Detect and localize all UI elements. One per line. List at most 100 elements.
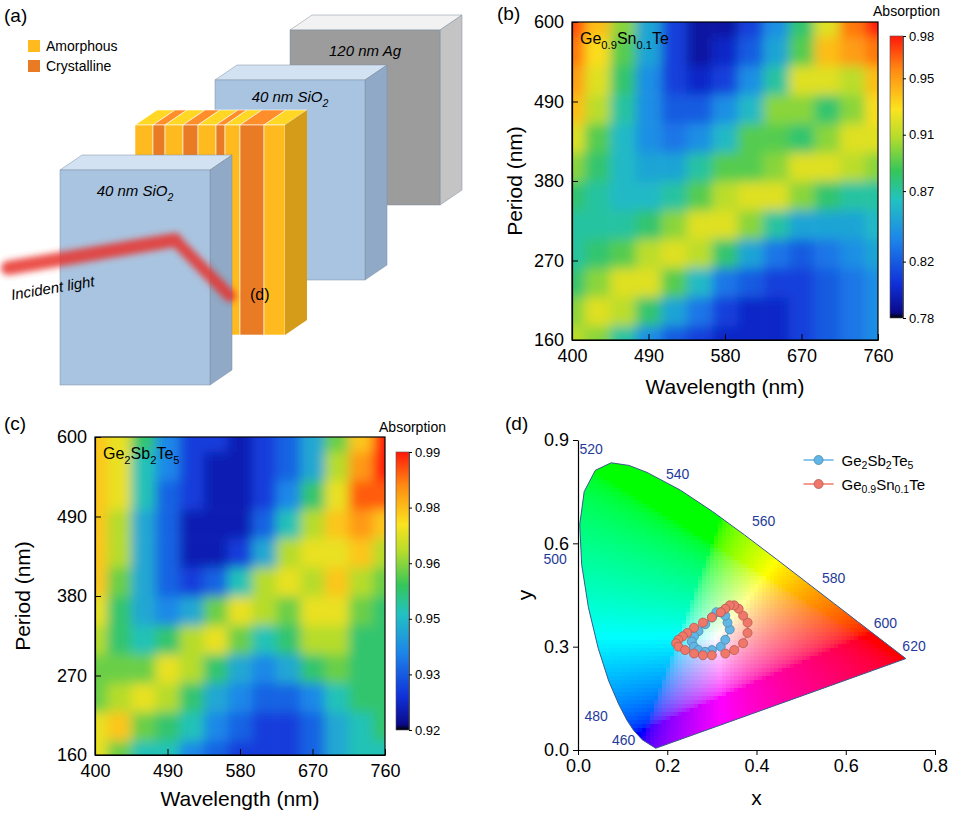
gamut-cell: [666, 532, 671, 537]
gamut-cell: [618, 552, 623, 557]
gamut-cell: [678, 516, 683, 521]
gamut-cell: [622, 500, 627, 505]
gamut-cell: [602, 552, 607, 557]
gamut-cell: [654, 720, 659, 725]
gamut-cell: [642, 580, 647, 585]
gamut-cell: [646, 652, 651, 657]
gamut-cell: [638, 624, 643, 629]
text-part: 0.9: [601, 39, 617, 51]
grating-stripe: [264, 125, 285, 335]
gamut-cell: [602, 612, 607, 617]
gamut-cell: [670, 608, 675, 613]
gamut-cell: [678, 672, 683, 677]
gamut-cell: [602, 592, 607, 597]
legend-label: Amorphous: [46, 38, 118, 54]
gamut-cell: [642, 612, 647, 617]
gamut-cell: [634, 520, 639, 525]
gamut-cell: [606, 532, 611, 537]
gamut-cell: [638, 692, 643, 697]
gamut-cell: [678, 524, 683, 529]
gamut-cell: [662, 656, 667, 661]
cell: [204, 654, 229, 684]
gamut-cell: [646, 492, 651, 497]
layer-label: 120 nm Ag: [329, 42, 402, 59]
gamut-cell: [610, 500, 615, 505]
heatmap-panel: 400490580670760160270380490600Wavelength…: [4, 413, 446, 810]
gamut-cell: [650, 728, 655, 733]
cell: [155, 596, 180, 626]
cells: [95, 437, 385, 755]
gamut-cell: [678, 552, 683, 557]
gamut-cell: [614, 632, 619, 637]
gamut-cell: [658, 484, 663, 489]
gamut-cell: [666, 496, 671, 501]
gamut-cell: [614, 464, 619, 469]
gamut-cell: [654, 588, 659, 593]
gamut-cell: [622, 608, 627, 613]
annotation: (d): [250, 286, 270, 303]
cell: [204, 683, 229, 713]
gamut-cell: [638, 568, 643, 573]
gamut-cell: [606, 472, 611, 477]
gamut-cell: [618, 496, 623, 501]
cell: [300, 538, 325, 568]
cell: [610, 152, 636, 182]
gamut-cell: [630, 652, 635, 657]
gamut-cell: [586, 588, 591, 593]
gamut-cell: [614, 608, 619, 613]
panel-letter: (c): [4, 413, 26, 434]
gamut-cell: [630, 588, 635, 593]
beam-label: Incident light: [10, 272, 97, 303]
gamut-cell: [662, 652, 667, 657]
cell: [373, 596, 385, 626]
gamut-cell: [666, 704, 671, 709]
gamut-cell: [590, 496, 595, 501]
gamut-cell: [630, 516, 635, 521]
gamut-cell: [650, 680, 655, 685]
gamut-cell: [670, 592, 675, 597]
cell: [300, 437, 325, 452]
gamut-cell: [630, 540, 635, 545]
gamut-cell: [618, 616, 623, 621]
gamut-cell: [642, 624, 647, 629]
gamut-cell: [602, 568, 607, 573]
gamut-cell: [606, 540, 611, 545]
gamut-cell: [594, 568, 599, 573]
gamut-cell: [666, 720, 671, 725]
gamut-cell: [638, 672, 643, 677]
gamut-cell: [642, 648, 647, 653]
gamut-cell: [634, 568, 639, 573]
gamut-cell: [638, 604, 643, 609]
gamut-cell: [670, 492, 675, 497]
cell: [763, 210, 789, 240]
gamut-cell: [610, 472, 615, 477]
gamut-cell: [646, 680, 651, 685]
gamut-cell: [618, 528, 623, 533]
gamut-cell: [670, 524, 675, 529]
gamut-cell: [646, 500, 651, 505]
gamut-cell: [618, 576, 623, 581]
gamut-cell: [658, 700, 663, 705]
gamut-cell: [678, 660, 683, 665]
gamut-cell: [606, 496, 611, 501]
gamut-cell: [642, 568, 647, 573]
gamut-cell: [618, 688, 623, 693]
tick-mark: [313, 749, 314, 755]
gamut-cell: [638, 720, 643, 725]
cell: [349, 538, 374, 568]
gamut-cell: [586, 504, 591, 509]
gamut-cell: [670, 628, 675, 633]
gamut-cell: [650, 700, 655, 705]
gamut-cell: [662, 628, 667, 633]
tick-mark: [409, 730, 412, 731]
gamut-cell: [674, 528, 679, 533]
gamut-cell: [594, 520, 599, 525]
gamut-cell: [630, 668, 635, 673]
gamut-cell: [662, 552, 667, 557]
gamut-cell: [586, 492, 591, 497]
gamut-cell: [646, 564, 651, 569]
gamut-cell: [654, 572, 659, 577]
gamut-cell: [626, 560, 631, 565]
cell: [738, 210, 764, 240]
slab-top: [290, 15, 462, 30]
